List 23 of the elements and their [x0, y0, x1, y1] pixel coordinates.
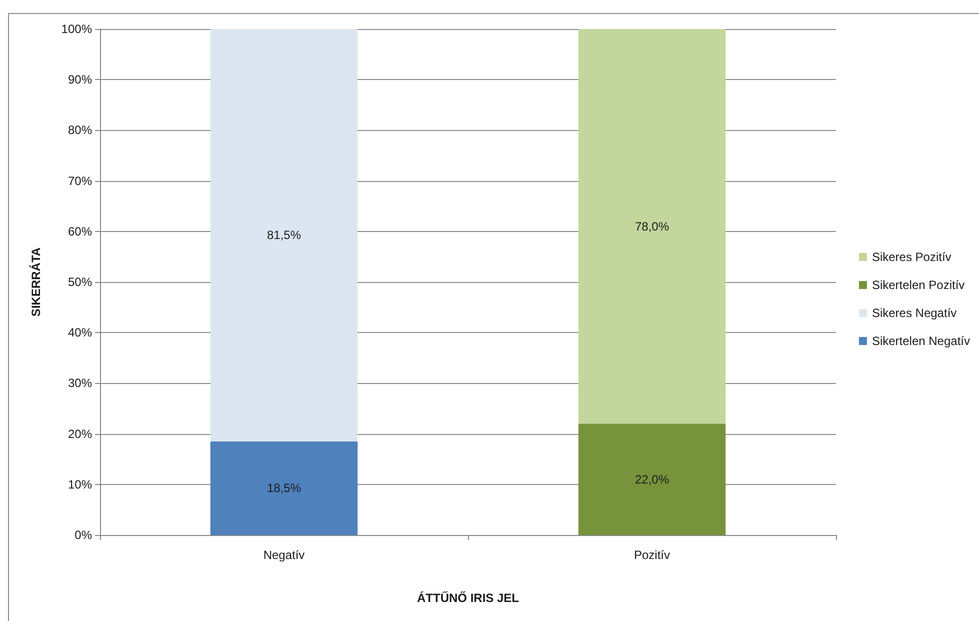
- y-tick-label: 10%: [68, 477, 92, 492]
- x-axis-title: ÁTTŰNŐ IRIS JEL: [416, 591, 520, 605]
- y-tick-label: 90%: [68, 72, 92, 87]
- y-tick-label: 50%: [68, 275, 92, 289]
- y-axis-title: SIKERRÁTA: [29, 247, 43, 317]
- legend-label: Sikeres Negatív: [872, 306, 957, 320]
- y-tick-label: 80%: [68, 123, 92, 138]
- x-tick-label: Pozitív: [634, 548, 670, 562]
- y-tick-label: 20%: [68, 426, 92, 441]
- y-tick-label: 70%: [68, 174, 92, 188]
- y-tick-label: 40%: [68, 326, 92, 340]
- data-label: 22,0%: [634, 472, 670, 486]
- legend-label: Sikeres Pozitív: [872, 250, 952, 264]
- legend-label: Sikertelen Pozitív: [872, 278, 965, 292]
- data-label: 78,0%: [634, 219, 670, 234]
- data-label: 81,5%: [266, 228, 302, 242]
- y-tick-label: 100%: [61, 22, 92, 36]
- x-tick-label: Negatív: [263, 548, 305, 562]
- y-tick-label: 60%: [68, 224, 92, 238]
- data-label: 18,5%: [266, 481, 302, 496]
- y-tick-label: 0%: [74, 528, 92, 542]
- y-tick-label: 30%: [68, 376, 92, 390]
- legend-label: Sikertelen Negatív: [872, 334, 970, 348]
